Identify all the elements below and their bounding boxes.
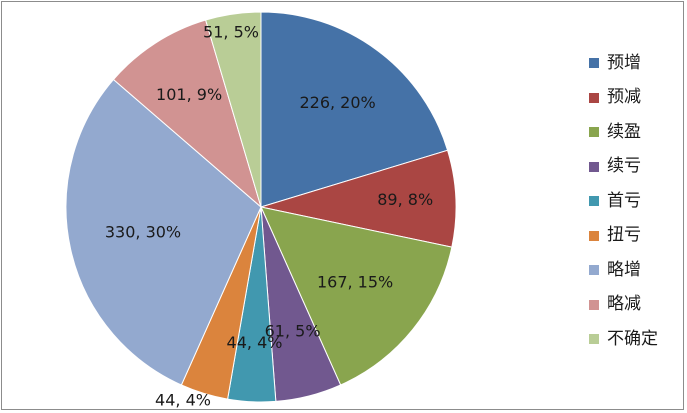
legend-swatch [589,127,599,138]
legend-item: 略减 [589,288,658,323]
legend-swatch [589,58,599,69]
pie-slice [112,19,262,209]
legend-label: 首亏 [607,190,641,211]
legend-swatch [589,299,599,310]
legend-label: 略减 [607,294,641,315]
legend-item: 预增 [589,46,658,81]
slice-label: 89, 8% [377,190,433,209]
legend-label: 扭亏 [607,225,641,246]
legend-item: 预减 [589,81,658,116]
pie-slice [205,11,262,208]
legend-item: 续盈 [589,115,658,150]
legend-swatch [589,334,599,345]
legend-label: 预减 [607,87,641,108]
legend-item: 扭亏 [589,219,658,254]
slice-label: 44, 4% [227,333,283,352]
legend-swatch [589,196,599,207]
slice-label: 51, 5% [203,23,259,42]
pie-slice [260,11,449,208]
legend-label: 续盈 [607,121,641,142]
legend: 预增 预减 续盈 续亏 首亏 扭亏 略增 略减 不确定 [589,46,658,357]
legend-item: 不确定 [589,322,658,357]
legend-item: 续亏 [589,150,658,185]
legend-label: 略增 [607,259,641,280]
slice-label: 167, 15% [317,272,393,291]
slice-label: 44, 4% [155,391,211,410]
legend-label: 不确定 [607,328,658,349]
pie-slice [65,78,262,386]
slice-label: 101, 9% [156,85,222,104]
legend-item: 首亏 [589,184,658,219]
legend-label: 预增 [607,52,641,73]
slice-label: 61, 5% [265,321,321,340]
legend-swatch [589,161,599,172]
slice-label: 330, 30% [105,223,181,242]
legend-swatch [589,92,599,103]
legend-item: 略增 [589,253,658,288]
slice-label: 226, 20% [299,93,375,112]
pie-slice [260,149,457,248]
legend-swatch [589,230,599,241]
legend-swatch [589,265,599,276]
legend-label: 续亏 [607,156,641,177]
pie-slice [260,206,453,386]
